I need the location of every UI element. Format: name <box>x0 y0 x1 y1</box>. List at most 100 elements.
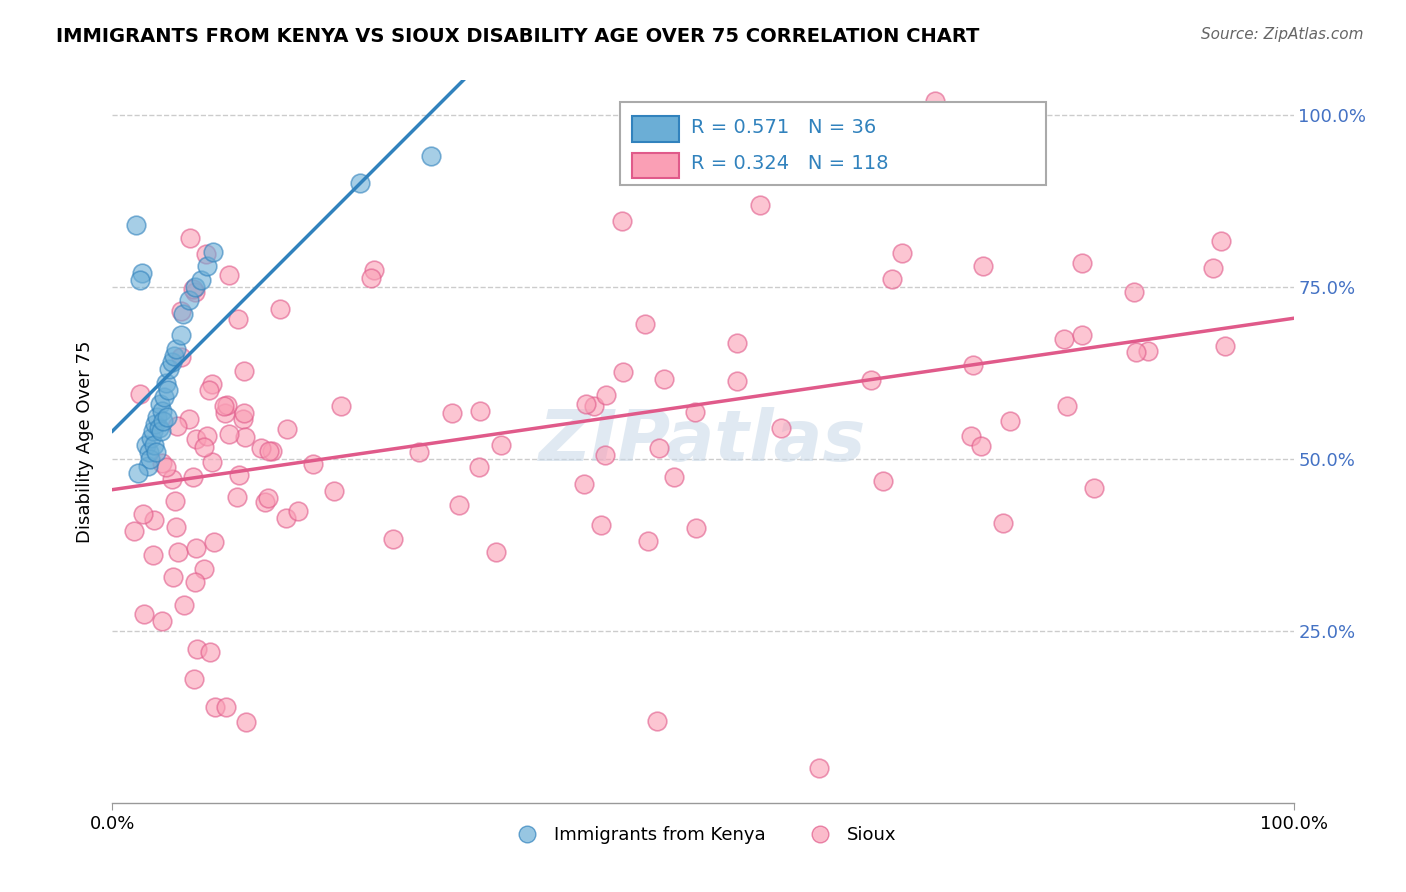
Point <box>204 700 226 714</box>
Point <box>149 397 172 411</box>
Point <box>807 761 830 775</box>
Point <box>201 377 224 392</box>
Point <box>468 404 491 418</box>
Point <box>301 457 323 471</box>
Point <box>1071 327 1094 342</box>
Point <box>214 406 236 420</box>
Point <box>162 570 184 584</box>
Point <box>256 491 278 505</box>
Y-axis label: Disability Age Over 75: Disability Age Over 75 <box>76 340 94 543</box>
Point <box>276 510 298 524</box>
Point <box>749 198 772 212</box>
Point <box>198 645 221 659</box>
Point <box>770 421 793 435</box>
Point <box>149 424 172 438</box>
Point <box>233 364 256 378</box>
Point <box>186 642 208 657</box>
Point <box>190 273 212 287</box>
Point <box>173 598 195 612</box>
Point <box>485 544 508 558</box>
Point <box>235 715 257 730</box>
Point <box>184 433 207 447</box>
Point <box>179 411 201 425</box>
Point <box>150 456 173 470</box>
Point <box>201 455 224 469</box>
Point <box>589 517 612 532</box>
Point <box>647 714 669 728</box>
Point <box>1056 399 1078 413</box>
Point <box>1209 234 1232 248</box>
Point <box>610 214 633 228</box>
Point <box>420 149 443 163</box>
FancyBboxPatch shape <box>620 102 1046 185</box>
Point <box>152 414 174 428</box>
Text: ZIPatlas: ZIPatlas <box>540 407 866 476</box>
Point <box>201 245 224 260</box>
Point <box>193 440 215 454</box>
Point <box>122 524 145 538</box>
Point <box>218 268 240 282</box>
Point <box>882 272 904 286</box>
Point <box>440 406 463 420</box>
Point <box>287 504 309 518</box>
Point <box>138 445 160 459</box>
Point <box>991 516 1014 531</box>
Point <box>142 424 165 438</box>
Point <box>170 304 193 318</box>
Point <box>170 350 193 364</box>
Point <box>181 282 204 296</box>
Point <box>127 466 149 480</box>
Point <box>233 430 256 444</box>
Point <box>165 519 187 533</box>
Point <box>652 372 675 386</box>
Point <box>193 562 215 576</box>
Point <box>634 317 657 331</box>
Point <box>860 373 883 387</box>
Point <box>155 376 177 390</box>
Point <box>141 431 163 445</box>
Point <box>232 412 254 426</box>
Point <box>998 414 1021 428</box>
Point <box>160 472 183 486</box>
Point <box>582 399 605 413</box>
Point <box>226 490 249 504</box>
Point <box>155 459 177 474</box>
Point <box>156 383 179 397</box>
Point <box>183 672 205 686</box>
Point <box>491 438 513 452</box>
Point <box>593 448 616 462</box>
Point <box>157 362 180 376</box>
Point <box>253 495 276 509</box>
Point <box>977 144 1000 158</box>
Point <box>276 422 298 436</box>
Point <box>447 498 470 512</box>
Legend: Immigrants from Kenya, Sioux: Immigrants from Kenya, Sioux <box>502 819 904 852</box>
Point <box>890 246 912 260</box>
Point <box>226 311 249 326</box>
Point <box>172 307 194 321</box>
Point <box>959 429 981 443</box>
Point <box>232 406 254 420</box>
Point <box>381 532 404 546</box>
Point <box>156 410 179 425</box>
Point <box>683 405 706 419</box>
Point <box>269 301 291 316</box>
Point <box>250 441 273 455</box>
Point <box>595 388 617 402</box>
Point <box>166 419 188 434</box>
Point <box>160 355 183 369</box>
Point <box>163 493 186 508</box>
Point <box>184 574 207 589</box>
Text: IMMIGRANTS FROM KENYA VS SIOUX DISABILITY AGE OVER 75 CORRELATION CHART: IMMIGRANTS FROM KENYA VS SIOUX DISABILIT… <box>56 27 980 45</box>
Point <box>1125 344 1147 359</box>
Point <box>166 545 188 559</box>
Point <box>970 439 993 453</box>
Point <box>145 445 167 459</box>
Point <box>197 383 219 397</box>
Point <box>170 327 193 342</box>
Point <box>1052 332 1074 346</box>
Point <box>257 444 280 458</box>
Point <box>468 459 491 474</box>
Text: R = 0.571   N = 36: R = 0.571 N = 36 <box>692 118 876 136</box>
Point <box>131 266 153 280</box>
